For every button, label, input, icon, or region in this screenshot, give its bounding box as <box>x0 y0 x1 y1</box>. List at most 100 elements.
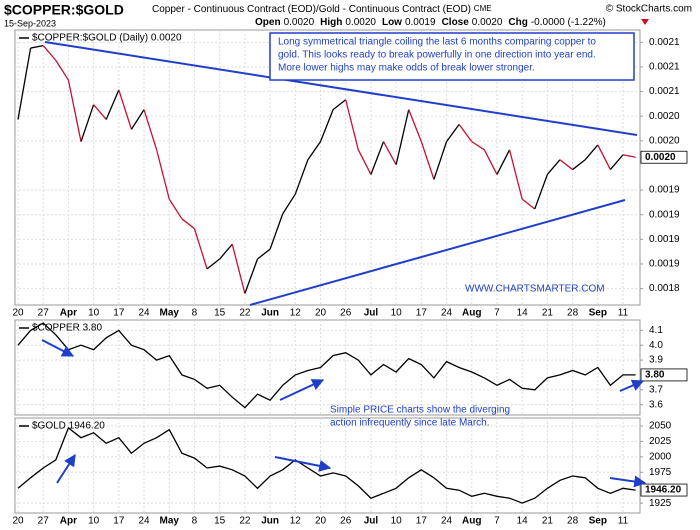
x-tick-label: 26 <box>340 516 352 527</box>
line-segment <box>93 104 107 120</box>
line-segment <box>105 89 120 120</box>
arrow <box>619 379 645 392</box>
line-segment <box>42 45 57 61</box>
y-tick-label: 0.0019 <box>649 259 680 270</box>
quote-label: Close <box>442 17 470 28</box>
x-tick-label: 7 <box>494 516 500 527</box>
x-tick-label: 17 <box>113 308 125 319</box>
x-tick-label: 10 <box>88 308 100 319</box>
arrows <box>41 339 647 488</box>
x-tick-label: Sep <box>589 308 607 319</box>
line-segment <box>130 109 145 130</box>
line-segment <box>546 159 561 175</box>
line-segment <box>269 213 284 250</box>
line-segment <box>446 124 460 143</box>
line-segment <box>597 144 611 170</box>
y-tick-label: 4.0 <box>649 340 663 351</box>
annotation: gold. This looks ready to break powerful… <box>278 50 596 61</box>
y-tick-label: 2025 <box>649 436 672 447</box>
x-tick-label: 12 <box>290 516 302 527</box>
legend: $COPPER 3.80 <box>32 323 102 334</box>
quote-label: Chg <box>508 17 527 28</box>
x-tick-label: 20 <box>315 516 327 527</box>
line-segment <box>168 198 183 220</box>
line-segment <box>67 79 82 142</box>
quote-label: High <box>320 17 342 28</box>
line-segment <box>408 109 422 142</box>
line-segment <box>282 193 296 215</box>
date: 15-Sep-2023 <box>4 18 56 28</box>
x-tick-label: 21 <box>542 516 554 527</box>
x-tick-label: 20 <box>12 516 24 527</box>
x-tick-label: 24 <box>441 516 453 527</box>
line-segment <box>231 244 246 294</box>
y-tick-label: 0.0021 <box>649 62 680 73</box>
panel-frame <box>14 417 641 514</box>
arrow <box>274 456 332 472</box>
x-tick-label: 7 <box>494 308 500 319</box>
line-segment <box>471 141 485 151</box>
x-tick-label: 10 <box>88 516 100 527</box>
x-tick-label: Aug <box>462 308 481 319</box>
trendline <box>249 199 626 306</box>
price-tag <box>640 483 688 497</box>
line-segment <box>458 124 473 143</box>
x-tick-label: 27 <box>38 516 50 527</box>
price-label: 3.80 <box>645 370 665 381</box>
arrow <box>279 379 325 401</box>
y-tick-label: 4.1 <box>649 325 663 336</box>
x-tick-label: 15 <box>214 516 226 527</box>
symbol: $COPPER:$GOLD <box>4 2 124 18</box>
arrow <box>41 339 75 357</box>
line-segment <box>244 258 259 294</box>
plot-area: 20 27 Apr 10 17 24 May 8 15 22 Jun 12 20 26 Jul 10 17 24 A… <box>12 29 688 527</box>
x-tick-label: 28 <box>567 308 579 319</box>
line-segment <box>143 109 158 151</box>
x-tick-label: Sep <box>589 516 607 527</box>
x-tick-label: 28 <box>567 516 579 527</box>
quote-value: 0.0020 <box>472 17 503 28</box>
panel-frame <box>14 29 641 306</box>
x-tick-label: May <box>160 308 180 319</box>
quote-label: Open <box>255 17 281 28</box>
line-segment <box>219 243 233 260</box>
watermark: WWW.CHARTSMARTER.COM <box>465 284 605 295</box>
y-tick-label: 0.0018 <box>649 283 680 294</box>
line-segment <box>257 248 271 260</box>
line-segment <box>370 141 385 175</box>
y-tick-label: 1975 <box>649 467 672 478</box>
down-indicator <box>641 19 649 25</box>
line-segment <box>572 159 586 171</box>
line-segment <box>521 198 536 210</box>
x-tick-label: Apr <box>60 516 77 527</box>
price-line <box>17 426 636 504</box>
y-tick-label: 0.0021 <box>649 86 680 97</box>
y-tick-label: 0.0019 <box>649 185 680 196</box>
line-segment <box>80 104 95 142</box>
note: Simple PRICE charts show the diverging <box>330 405 510 416</box>
note: action infrequently since late March. <box>330 418 490 429</box>
line-segment <box>496 149 511 175</box>
line-segment <box>17 47 32 120</box>
legend: $GOLD 1946.20 <box>32 421 105 432</box>
x-tick-label: 21 <box>542 308 554 319</box>
x-tick-label: 17 <box>416 308 428 319</box>
line-segment <box>332 99 347 111</box>
x-tick-label: Aug <box>462 516 481 527</box>
x-tick-label: 22 <box>239 308 251 319</box>
price-tag <box>640 150 688 164</box>
line-segment <box>307 141 322 161</box>
x-tick-label: 22 <box>239 516 251 527</box>
quote: Open 0.0020 High 0.0020 Low 0.0019 Close 0.0020… <box>255 17 606 28</box>
y-tick-label: 0.0020 <box>649 111 680 122</box>
description: Copper - Continuous Contract (EOD)/Gold … <box>152 4 492 15</box>
line-segment <box>156 149 170 200</box>
x-tick-label: 14 <box>517 308 529 319</box>
trendline <box>44 41 638 136</box>
line-segment <box>395 109 410 165</box>
price-tag <box>640 368 688 382</box>
x-tick-label: 10 <box>391 308 403 319</box>
x-tick-label: May <box>160 516 180 527</box>
annotation: More lower highs may make odds of break … <box>278 63 535 74</box>
